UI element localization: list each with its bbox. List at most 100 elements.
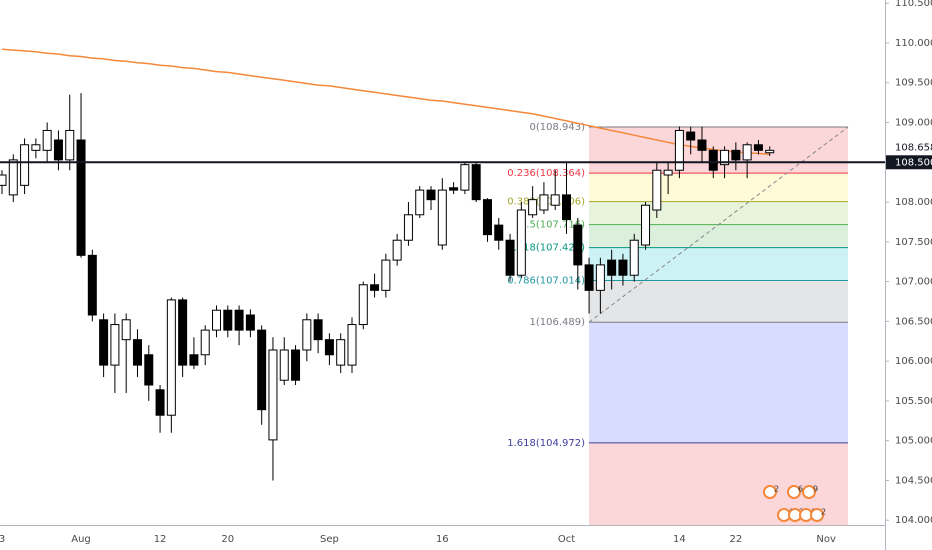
candle-body: [607, 259, 617, 276]
y-tick-label: 105.000: [895, 436, 932, 447]
candle-body: [516, 209, 526, 276]
candle-body: [370, 284, 380, 291]
candle-body: [302, 319, 312, 351]
candle-body: [121, 319, 131, 341]
fib-label: 1(106.489): [529, 317, 585, 328]
y-tick-label: 110.500: [895, 0, 932, 9]
x-tick-label: Oct: [558, 534, 575, 545]
x-tick-label: 20: [221, 534, 234, 545]
candle-body: [742, 144, 752, 161]
price-badge: [886, 155, 932, 170]
fib-label: 0(108.943): [529, 122, 585, 133]
candle-body: [223, 309, 233, 331]
moving-average: [1, 48, 770, 156]
candle-body: [99, 319, 109, 366]
candle-body: [415, 189, 425, 216]
candle-body: [562, 194, 571, 221]
candle-body: [212, 309, 222, 331]
x-tick-label: Sep: [320, 534, 339, 545]
x-tick-label: Aug: [71, 534, 91, 545]
candle-body: [53, 139, 63, 161]
y-tick-label: 107.500: [895, 237, 932, 248]
candle-body: [437, 189, 447, 246]
y-tick-label: 104.000: [895, 515, 932, 526]
fib-zone: [589, 322, 848, 443]
candle-body: [618, 259, 628, 276]
candle-body: [652, 169, 662, 211]
y-tick-label: 104.500: [895, 475, 932, 486]
x-tick-label: 3: [0, 534, 5, 545]
fib-zone: [589, 224, 848, 248]
candle-body: [753, 144, 763, 151]
fib-zone: [589, 201, 848, 225]
candle-body: [471, 164, 481, 201]
candle-body: [65, 129, 75, 161]
x-tick-label: 16: [436, 534, 449, 545]
candle-body: [528, 199, 538, 216]
candle-body: [110, 324, 120, 366]
fib-label: 0.236(108.364): [507, 168, 585, 179]
candle-body: [132, 339, 142, 366]
candle-body: [291, 349, 301, 381]
candle-body: [8, 159, 18, 196]
event-count: 2: [821, 508, 826, 517]
candle-body: [336, 339, 346, 366]
candle-body: [166, 299, 176, 416]
y-tick-label: 108.000: [895, 197, 932, 208]
y-tick-label: 105.500: [895, 396, 932, 407]
candle-body: [381, 259, 391, 291]
fib-label: 0.618(107.427): [507, 243, 585, 254]
candle-body: [155, 389, 165, 416]
x-tick-label: 22: [729, 534, 742, 545]
candle-body: [584, 264, 594, 291]
candle-body: [313, 319, 323, 341]
candle-body: [482, 199, 492, 236]
candle-body: [449, 187, 459, 191]
candle-body: [573, 224, 583, 266]
fib-zone: [589, 280, 848, 323]
candle-body: [550, 194, 560, 206]
y-tick-label: 110.000: [895, 38, 932, 49]
fib-label: 1.618(104.972): [507, 438, 585, 449]
candle-body: [403, 214, 413, 241]
candle-body: [268, 349, 278, 441]
x-tick-label: 12: [154, 534, 167, 545]
candle-body: [731, 149, 741, 161]
fib-zone: [589, 247, 848, 281]
trend-line: [588, 126, 849, 323]
candle-body: [200, 329, 210, 356]
y-tick-label: 106.000: [895, 356, 932, 367]
candle-body: [0, 174, 7, 186]
last-price-label: 108.658: [895, 143, 932, 154]
candle-body: [494, 224, 504, 241]
candle-body: [629, 239, 639, 276]
fib-label: 0.5(107.716): [520, 220, 585, 231]
candle-body: [144, 354, 154, 386]
candle-body: [234, 309, 244, 331]
candle-body: [392, 239, 402, 261]
candle-body: [641, 204, 651, 246]
candle-body: [720, 149, 730, 166]
y-tick-label: 107.000: [895, 277, 932, 288]
candle-body: [358, 284, 368, 326]
event-marker: [802, 485, 816, 499]
candle-body: [31, 144, 41, 151]
y-tick-label: 106.500: [895, 316, 932, 327]
x-tick-label: Nov: [816, 534, 836, 545]
event-marker: [787, 485, 801, 499]
candle-body: [87, 254, 97, 316]
candle-body: [279, 349, 289, 381]
event-marker: [763, 485, 777, 499]
candle-body: [189, 354, 199, 366]
candle-body: [20, 144, 30, 186]
y-tick-label: 109.000: [895, 118, 932, 129]
candle-body: [257, 329, 267, 411]
candle-body: [347, 324, 357, 366]
event-count: 2: [774, 485, 779, 494]
candle-body: [505, 239, 515, 276]
candle-body: [426, 189, 436, 201]
candle-body: [245, 314, 255, 331]
candle-body: [765, 149, 775, 154]
fib-label: 0.786(107.014): [507, 275, 585, 286]
